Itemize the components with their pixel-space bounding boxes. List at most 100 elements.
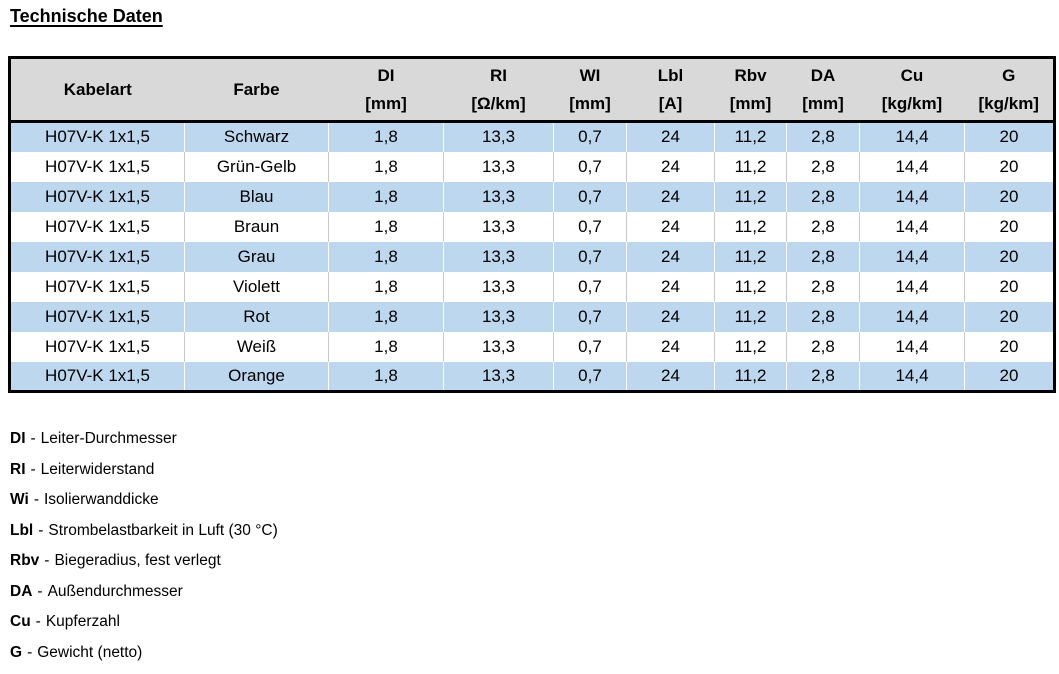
legend-abbr: Cu bbox=[10, 613, 31, 631]
column-unit: [kg/km] bbox=[978, 93, 1039, 113]
legend-description: Gewicht (netto) bbox=[37, 643, 143, 661]
column-unit: [kg/km] bbox=[881, 93, 943, 113]
legend-item-cu: Cu - Kupferzahl bbox=[10, 607, 1059, 638]
table-cell-ri: 13,3 bbox=[443, 271, 554, 302]
table-cell-kabelart: H07V-K 1x1,5 bbox=[9, 271, 185, 302]
table-cell-farbe: Braun bbox=[184, 211, 329, 242]
page-title: Technische Daten bbox=[10, 6, 163, 26]
table-cell-da: 2,8 bbox=[786, 241, 860, 272]
table-cell-ri: 13,3 bbox=[443, 121, 554, 152]
table-cell-wi: 0,7 bbox=[553, 181, 627, 212]
legend-item-da: DA - Außendurchmesser bbox=[10, 577, 1059, 608]
table-cell-g: 20 bbox=[999, 186, 1019, 206]
legend-separator: - bbox=[30, 430, 36, 448]
table-cell-farbe: Blau bbox=[184, 181, 329, 212]
legend-separator: - bbox=[37, 582, 43, 600]
table-cell-g: 20 bbox=[999, 365, 1019, 385]
table-cell-kabelart: H07V-K 1x1,5 bbox=[9, 331, 185, 362]
column-unit: [mm] bbox=[729, 93, 772, 113]
table-cell-cu: 14,4 bbox=[859, 301, 965, 332]
table-cell-cu: 14,4 bbox=[859, 331, 965, 362]
table-row: H07V-K 1x1,5 Grau 1,8 13,3 0,7 24 11,2 2,8 14,4 2… bbox=[9, 241, 1055, 272]
table-cell-di: 1,8 bbox=[328, 121, 444, 152]
column-label: Rbv bbox=[734, 65, 767, 85]
table-cell-rbv: 11,2 bbox=[714, 301, 787, 332]
table-cell-cu: 14,4 bbox=[859, 121, 965, 152]
table-row: H07V-K 1x1,5 Violett 1,8 13,3 0,7 24 11,2 2,8 14… bbox=[9, 271, 1055, 302]
table-cell-rbv: 11,2 bbox=[714, 271, 787, 302]
column-label: WI bbox=[579, 65, 601, 85]
table-cell-da: 2,8 bbox=[786, 211, 860, 242]
table-cell-g: 20 bbox=[999, 127, 1019, 147]
column-unit: [Ω/km] bbox=[471, 93, 526, 113]
legend-abbr: Rbv bbox=[10, 552, 40, 570]
table-cell-da: 2,8 bbox=[786, 181, 860, 212]
table-row: H07V-K 1x1,5 Schwarz 1,8 13,3 0,7 24 11,2 2,8 14… bbox=[9, 121, 1055, 152]
column-header-cu: Cu [kg/km] bbox=[860, 58, 965, 122]
table-cell-g: 20 bbox=[999, 246, 1019, 266]
table-cell-rbv: 11,2 bbox=[714, 121, 787, 152]
legend-separator: - bbox=[30, 460, 36, 478]
legend-abbr: Lbl bbox=[10, 521, 34, 539]
table-cell-di: 1,8 bbox=[328, 241, 444, 272]
table-cell-g: 20 bbox=[999, 276, 1019, 296]
table-cell-lbl: 24 bbox=[626, 331, 715, 362]
table-cell-farbe: Violett bbox=[184, 271, 329, 302]
table-cell-wi: 0,7 bbox=[553, 121, 627, 152]
table-cell-ri: 13,3 bbox=[443, 241, 554, 272]
column-label: RI bbox=[490, 65, 507, 85]
legend-description: Strombelastbarkeit in Luft (30 °C) bbox=[48, 521, 278, 539]
table-cell-lbl: 24 bbox=[626, 241, 715, 272]
table-cell-di: 1,8 bbox=[328, 331, 444, 362]
column-label: Cu bbox=[900, 65, 924, 85]
legend-separator: - bbox=[33, 491, 39, 509]
table-cell-wi: 0,7 bbox=[553, 361, 627, 392]
legend-item-lbl: Lbl - Strombelastbarkeit in Luft (30 °C) bbox=[10, 516, 1059, 547]
table-cell-lbl: 24 bbox=[626, 121, 715, 152]
legend-description: Kupferzahl bbox=[45, 613, 120, 631]
column-header-g: G [kg/km] bbox=[965, 58, 1055, 122]
table-cell-kabelart: H07V-K 1x1,5 bbox=[9, 301, 185, 332]
legend-abbr: DA bbox=[10, 582, 33, 600]
table-cell-da: 2,8 bbox=[786, 301, 860, 332]
table-row: H07V-K 1x1,5 Rot 1,8 13,3 0,7 24 11,2 2,8 14,4 20 bbox=[9, 301, 1055, 332]
table-cell-kabelart: H07V-K 1x1,5 bbox=[9, 151, 185, 182]
table-cell-lbl: 24 bbox=[626, 301, 715, 332]
table-cell-ri: 13,3 bbox=[443, 181, 554, 212]
legend-item-di: DI - Leiter-Durchmesser bbox=[10, 424, 1059, 455]
legend-description: Leiter-Durchmesser bbox=[40, 430, 177, 448]
table-cell-rbv: 11,2 bbox=[714, 241, 787, 272]
table-cell-wi: 0,7 bbox=[553, 271, 627, 302]
table-cell-farbe: Weiß bbox=[184, 331, 329, 362]
table-cell-di: 1,8 bbox=[328, 361, 444, 392]
legend-separator: - bbox=[38, 521, 44, 539]
table-cell-g: 20 bbox=[999, 306, 1019, 326]
table-cell-rbv: 11,2 bbox=[714, 151, 787, 182]
column-header-rbv: Rbv [mm] bbox=[715, 58, 787, 122]
table-cell-di: 1,8 bbox=[328, 271, 444, 302]
table-cell-da: 2,8 bbox=[786, 271, 860, 302]
table-cell-da: 2,8 bbox=[786, 331, 860, 362]
table-row: H07V-K 1x1,5 Braun 1,8 13,3 0,7 24 11,2 2,8 14,4… bbox=[9, 211, 1055, 242]
column-header-kabelart: Kabelart bbox=[10, 58, 185, 122]
table-cell-rbv: 11,2 bbox=[714, 211, 787, 242]
table-cell-ri: 13,3 bbox=[443, 361, 554, 392]
table-row: H07V-K 1x1,5 Weiß 1,8 13,3 0,7 24 11,2 2,8 14,4 2… bbox=[9, 331, 1055, 362]
table-cell-kabelart: H07V-K 1x1,5 bbox=[9, 121, 185, 152]
table-body: H07V-K 1x1,5 Schwarz 1,8 13,3 0,7 24 11,2 2,8 14… bbox=[9, 121, 1055, 392]
legend-description: Leiterwiderstand bbox=[40, 460, 155, 478]
technical-data-table: Kabelart Farbe DI [mm] RI [Ω/km] WI [mm] Lbl [A] R… bbox=[8, 56, 1056, 393]
table-cell-wi: 0,7 bbox=[553, 241, 627, 272]
table-cell-rbv: 11,2 bbox=[714, 331, 787, 362]
legend-description: Isolierwanddicke bbox=[43, 491, 159, 509]
column-header-farbe: Farbe bbox=[185, 58, 329, 122]
legend-item-wi: Wi - Isolierwanddicke bbox=[10, 485, 1059, 516]
table-cell-lbl: 24 bbox=[626, 361, 715, 392]
legend-separator: - bbox=[35, 613, 41, 631]
table-cell-cu: 14,4 bbox=[859, 211, 965, 242]
column-unit: [A] bbox=[658, 93, 683, 113]
table-cell-farbe: Orange bbox=[184, 361, 329, 392]
legend-item-g: G - Gewicht (netto) bbox=[10, 638, 1059, 669]
column-unit: [mm] bbox=[802, 93, 844, 113]
